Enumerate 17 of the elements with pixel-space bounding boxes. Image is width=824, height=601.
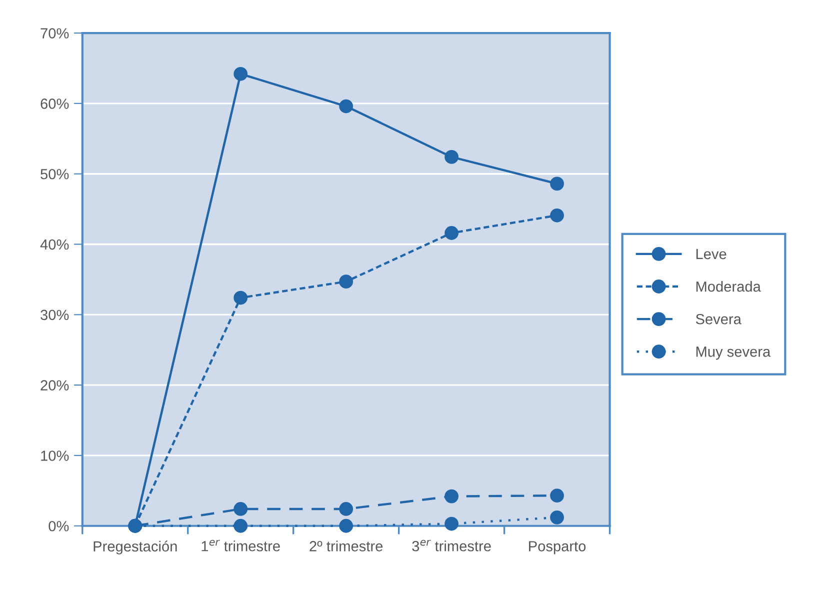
y-tick-label: 10%: [41, 450, 69, 461]
y-tick-label: 70%: [40, 28, 69, 38]
legend-label: Moderada: [696, 281, 761, 292]
y-tick-label: 0%: [48, 520, 69, 532]
legend-label: Leve: [696, 249, 726, 260]
y-tick-label: 20%: [40, 380, 69, 390]
y-tick-label: 40%: [40, 239, 69, 250]
y-tick-label: 50%: [40, 168, 69, 180]
legend-label: Muy severa: [696, 346, 771, 360]
x-tick-label: Posparto: [529, 541, 586, 554]
y-tick-label: 30%: [40, 310, 69, 320]
x-tick-label: 1$^{er}$ trimestre: [202, 540, 280, 552]
y-tick-label: 60%: [40, 98, 69, 109]
legend-label: Severa: [696, 314, 742, 324]
x-tick-label: 2º trimestre: [310, 540, 383, 552]
x-tick-label: Pregestación: [94, 540, 177, 554]
x-tick-label: 3$^{er}$ trimestre: [412, 540, 491, 552]
